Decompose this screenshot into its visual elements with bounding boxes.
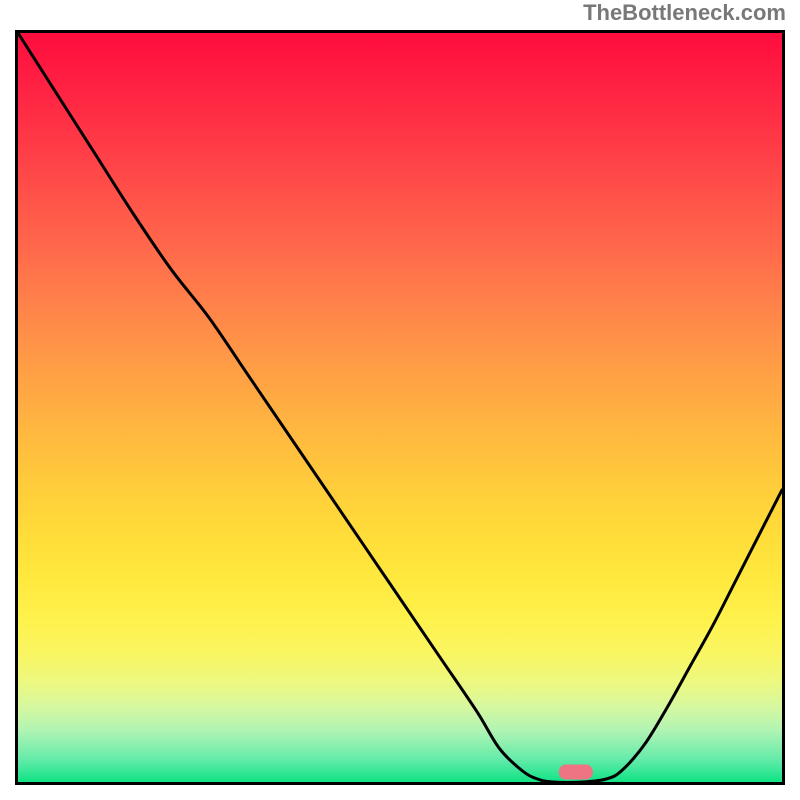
chart-frame (15, 30, 785, 785)
watermark-text: TheBottleneck.com (583, 0, 786, 26)
